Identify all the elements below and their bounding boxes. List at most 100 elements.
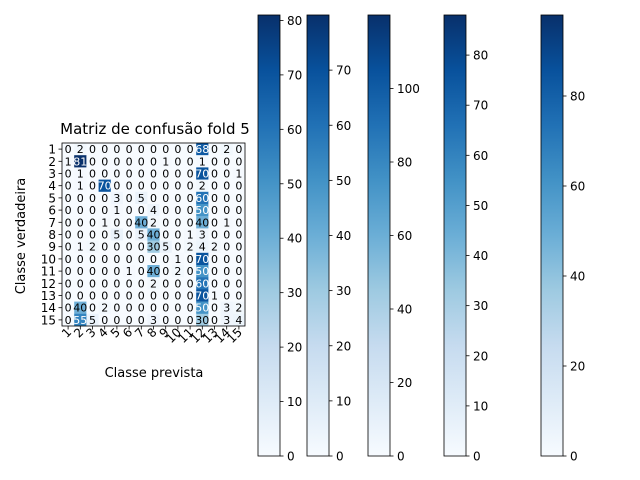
heatmap-cell: [159, 155, 172, 168]
heatmap-cell-label: 0: [174, 216, 181, 229]
heatmap-cell-label: 0: [211, 216, 218, 229]
colorbar-tick-label: 40: [570, 270, 585, 284]
heatmap-cell-label: 0: [223, 277, 230, 290]
heatmap-cell: [135, 216, 148, 229]
heatmap-cell-label: 0: [77, 265, 84, 278]
heatmap-cell: [86, 167, 99, 180]
heatmap-cell: [98, 204, 111, 217]
colorbar: 0 20 40 60 80: [540, 14, 585, 464]
heatmap-cell: [196, 191, 209, 205]
heatmap-cell: [159, 277, 172, 290]
heatmap-cell: [220, 240, 233, 253]
heatmap-cell: [98, 252, 111, 266]
heatmap-cell: [184, 179, 197, 192]
heatmap-cell: [98, 155, 111, 168]
colorbar: 0 20 40 60 80 100: [367, 14, 420, 464]
heatmap-cell-label: 0: [162, 290, 169, 303]
heatmap-cell-label: 0: [65, 265, 72, 278]
heatmap-cell: [74, 228, 87, 241]
heatmap-cell: [86, 252, 99, 266]
colorbar-tick-label: 20: [570, 360, 585, 374]
heatmap-cell: [159, 252, 172, 266]
heatmap-cell: [86, 265, 99, 278]
heatmap-cell-label: 0: [89, 155, 96, 168]
colorbar-tick-label: 0: [336, 450, 344, 464]
colorbar-tick-label: 100: [397, 82, 420, 96]
heatmap-cell: [208, 277, 221, 290]
heatmap-cell-label: 4: [199, 241, 206, 254]
y-tick-label: 4: [48, 179, 56, 193]
x-tick-label: 3: [83, 325, 98, 340]
heatmap-cell: [86, 277, 99, 290]
heatmap-cell-label: 5: [138, 192, 145, 205]
heatmap-cell-label: 0: [101, 290, 108, 303]
heatmap-cell-label: 0: [187, 290, 194, 303]
heatmap-cell: [196, 216, 209, 229]
heatmap-cell-label: 0: [174, 277, 181, 290]
heatmap-cell: [196, 301, 209, 314]
heatmap-cell: [123, 252, 136, 266]
heatmap-cell: [208, 167, 221, 180]
heatmap-cell: [196, 265, 209, 278]
heatmap-cell-label: 0: [126, 229, 133, 242]
x-tick-label: 6: [120, 325, 135, 340]
heatmap-cell: [135, 155, 148, 168]
heatmap-cell: [74, 167, 87, 180]
heatmap-cell: [171, 313, 185, 327]
colorbar-gradient: [367, 14, 391, 457]
heatmap-cell: [196, 143, 209, 156]
heatmap-cell: [171, 228, 185, 241]
heatmap-cell-label: 0: [223, 229, 230, 242]
heatmap-cell: [159, 289, 172, 302]
heatmap-cell: [135, 204, 148, 217]
heatmap-cell: [74, 265, 87, 278]
colorbar-tick-label: 40: [397, 303, 412, 317]
heatmap-cell: [74, 191, 87, 205]
heatmap-cell-label: 0: [235, 155, 242, 168]
colorbar-tick-label: 80: [570, 90, 585, 104]
heatmap-cell: [208, 289, 221, 302]
heatmap-cell: [147, 167, 160, 180]
heatmap-cell-label: 0: [65, 229, 72, 242]
heatmap-cell-label: 40: [147, 229, 161, 242]
heatmap-cell: [74, 240, 87, 253]
heatmap-cell-label: 0: [89, 204, 96, 217]
y-tick-label: 12: [41, 277, 56, 291]
heatmap-cell: [220, 155, 233, 168]
heatmap-cell: [98, 277, 111, 290]
heatmap-cell: [62, 240, 75, 253]
heatmap-cell: [98, 289, 111, 302]
heatmap-cell-label: 0: [65, 143, 72, 156]
heatmap-cell-label: 40: [73, 302, 87, 315]
heatmap-cell: [196, 289, 209, 302]
x-tick-label: 5: [108, 325, 123, 340]
heatmap-cell: [196, 252, 209, 266]
heatmap-cell: [184, 167, 197, 180]
heatmap-cell: [123, 301, 136, 314]
heatmap-cell: [220, 252, 233, 266]
heatmap-cell: [208, 216, 221, 229]
heatmap-cell-label: 0: [211, 143, 218, 156]
heatmap-cell: [62, 289, 75, 302]
heatmap-cell-label: 0: [235, 277, 242, 290]
heatmap-cell-label: 0: [89, 229, 96, 242]
colorbar: 0 10 20 30 40 50 60 70: [306, 14, 351, 464]
heatmap-cell-label: 0: [150, 180, 157, 193]
heatmap-cell: [147, 228, 160, 241]
heatmap-cell: [171, 277, 185, 290]
heatmap-cell-label: 0: [187, 302, 194, 315]
heatmap-cell-label: 2: [235, 302, 242, 315]
colorbar-tick-label: 60: [397, 229, 412, 243]
heatmap-cell-label: 0: [174, 192, 181, 205]
heatmap-cell-label: 0: [223, 155, 230, 168]
heatmap-cell: [208, 313, 221, 327]
heatmap-cell: [123, 313, 136, 327]
colorbar-tick-label: 50: [287, 177, 302, 191]
heatmap-cell: [62, 313, 75, 327]
heatmap-cell-label: 0: [162, 143, 169, 156]
heatmap-cell: [232, 216, 246, 229]
heatmap-cell-label: 0: [101, 229, 108, 242]
heatmap-cell-label: 0: [211, 302, 218, 315]
heatmap-cell-label: 0: [150, 253, 157, 266]
heatmap-cell-label: 70: [195, 168, 209, 181]
